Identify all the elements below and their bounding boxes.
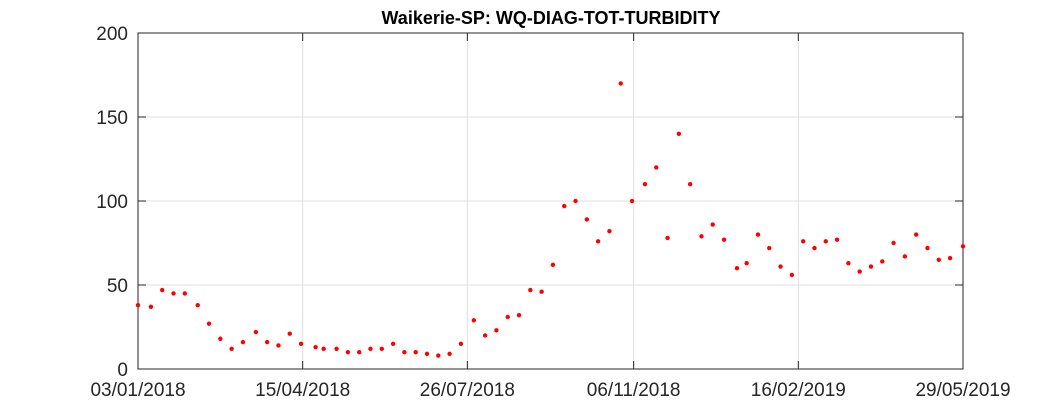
y-tick-label: 150 (96, 108, 128, 129)
data-point (846, 260, 851, 266)
data-point (676, 131, 682, 136)
data-point (253, 329, 259, 335)
data-point (298, 341, 304, 346)
data-point (734, 266, 740, 271)
data-point (755, 232, 761, 237)
data-point (857, 269, 862, 274)
data-point (891, 240, 896, 246)
data-point (195, 302, 200, 308)
x-tick-label: 15/04/2018 (255, 380, 350, 401)
data-point (744, 260, 749, 266)
data-point (276, 343, 281, 348)
data-point (642, 182, 648, 187)
data-point (379, 346, 384, 352)
data-point (447, 351, 452, 357)
y-tick-label: 0 (117, 360, 128, 381)
data-point (834, 237, 840, 242)
data-point (458, 341, 464, 346)
data-point (313, 344, 318, 350)
data-point (505, 314, 510, 320)
x-tick-label: 26/07/2018 (420, 380, 515, 401)
data-point (206, 321, 212, 326)
data-point (229, 346, 234, 352)
data-point (516, 313, 522, 318)
data-point (550, 262, 556, 268)
data-point (148, 304, 154, 310)
data-point (823, 239, 828, 244)
data-point (710, 222, 715, 227)
data-point (264, 339, 270, 345)
data-point (618, 81, 623, 86)
data-point (721, 237, 727, 242)
data-point (160, 287, 165, 293)
data-point (665, 235, 670, 241)
data-point (960, 244, 966, 249)
data-point (287, 331, 292, 336)
y-axis: 0 50 100 150 200 (96, 24, 963, 381)
data-point (182, 291, 188, 296)
data-point (687, 182, 693, 187)
data-point (321, 346, 326, 352)
data-point (424, 351, 430, 357)
data-point (482, 333, 488, 338)
data-point (436, 353, 441, 358)
data-point (925, 245, 930, 251)
data-point (573, 198, 578, 204)
data-point (171, 291, 176, 296)
y-tick-label: 50 (107, 276, 128, 297)
x-tick-label: 29/05/2019 (915, 380, 1010, 401)
x-tick-label: 03/01/2018 (90, 380, 185, 401)
data-point (629, 198, 635, 204)
data-point (368, 346, 373, 352)
data-point (135, 302, 141, 308)
data-point (218, 336, 223, 341)
chart-title: Waikerie-SP: WQ-DIAG-TOT-TURBIDITY (381, 8, 720, 28)
data-point (699, 234, 704, 239)
data-point (767, 245, 772, 251)
data-point (595, 239, 601, 244)
data-point (528, 287, 533, 293)
data-point (356, 350, 362, 355)
data-point (562, 203, 567, 209)
data-point (345, 350, 351, 355)
y-tick-label: 100 (96, 192, 128, 213)
y-tick-label: 200 (96, 24, 128, 45)
data-point (334, 346, 339, 352)
data-points (135, 81, 966, 358)
data-point (402, 350, 407, 355)
data-point (913, 232, 919, 237)
data-point (654, 165, 659, 170)
data-point (494, 328, 499, 333)
data-point (936, 257, 941, 262)
data-point (789, 272, 795, 278)
data-point (471, 318, 477, 323)
x-tick-label: 16/02/2019 (751, 380, 846, 401)
data-point (812, 245, 817, 251)
data-point (778, 264, 783, 269)
data-point (947, 255, 953, 261)
x-tick-label: 06/11/2018 (587, 380, 681, 401)
data-point (902, 254, 908, 259)
data-point (880, 259, 885, 264)
data-point (413, 350, 418, 355)
data-point (584, 217, 590, 222)
data-point (390, 341, 396, 346)
x-axis: 03/01/2018 15/04/2018 26/07/2018 06/11/2018… (90, 33, 1011, 401)
data-point (240, 339, 246, 345)
data-point (800, 239, 806, 244)
data-point (868, 264, 874, 269)
data-point (539, 289, 544, 294)
data-point (607, 229, 612, 234)
